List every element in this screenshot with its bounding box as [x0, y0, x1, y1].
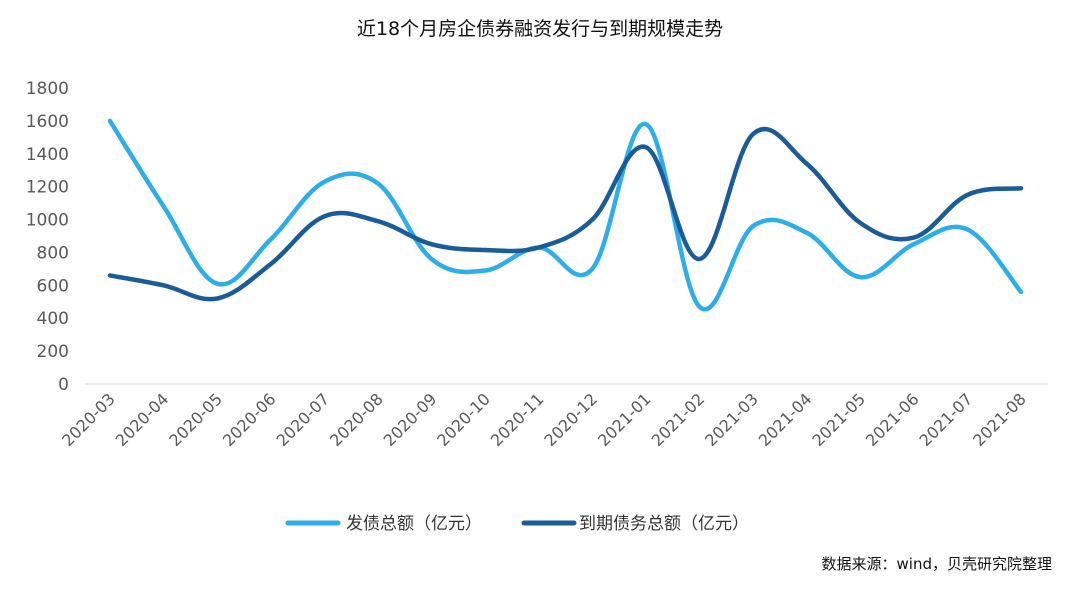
- y-tick-label: 600: [37, 276, 69, 296]
- x-tick-label: 2020-09: [380, 389, 441, 450]
- y-tick-label: 1200: [26, 178, 69, 198]
- series-line-1: [107, 118, 1024, 312]
- x-tick-label: 2020-05: [165, 389, 226, 450]
- x-tick-label: 2021-07: [916, 389, 977, 450]
- y-tick-label: 1400: [26, 145, 69, 165]
- chart-title: 近18个月房企债券融资发行与到期规模走势: [356, 18, 724, 40]
- x-tick-label: 2021-08: [969, 389, 1030, 450]
- legend-label: 发债总额（亿元）: [346, 514, 482, 534]
- x-tick-label: 2021-04: [755, 389, 816, 450]
- x-tick-label: 2021-01: [594, 389, 655, 450]
- y-tick-label: 1800: [26, 79, 69, 99]
- x-tick-label: 2020-10: [433, 389, 494, 450]
- x-tick-label: 2021-03: [701, 389, 762, 450]
- y-tick-label: 0: [58, 375, 69, 395]
- legend-label: 到期债务总额（亿元）: [579, 514, 749, 534]
- x-tick-label: 2021-02: [648, 389, 709, 450]
- y-tick-label: 1000: [26, 211, 69, 231]
- x-tick-label: 2020-12: [540, 389, 601, 450]
- x-tick-label: 2020-03: [58, 389, 119, 450]
- x-tick-label: 2020-07: [272, 389, 333, 450]
- y-tick-label: 800: [37, 243, 69, 263]
- x-tick-label: 2020-06: [219, 389, 280, 450]
- y-axis: 0 200 400 600 800 1000 1200 1400 1600 1800: [26, 79, 69, 395]
- series-group: [107, 118, 1024, 312]
- y-tick-label: 400: [37, 309, 69, 329]
- legend: 发债总额（亿元） 到期债务总额（亿元）: [285, 514, 749, 534]
- y-tick-label: 200: [37, 342, 69, 362]
- x-tick-label: 2021-05: [808, 389, 869, 450]
- x-tick-label: 2020-11: [487, 389, 548, 450]
- x-tick-label: 2020-04: [112, 389, 173, 450]
- y-tick-label: 1600: [26, 112, 69, 132]
- x-tick-label: 2021-06: [862, 389, 923, 450]
- series-line-2: [107, 126, 1024, 302]
- x-axis: 2020-032020-042020-052020-062020-072020-…: [58, 389, 1030, 450]
- x-tick-label: 2020-08: [326, 389, 387, 450]
- data-source-note: 数据来源：wind，贝壳研究院整理: [821, 555, 1052, 573]
